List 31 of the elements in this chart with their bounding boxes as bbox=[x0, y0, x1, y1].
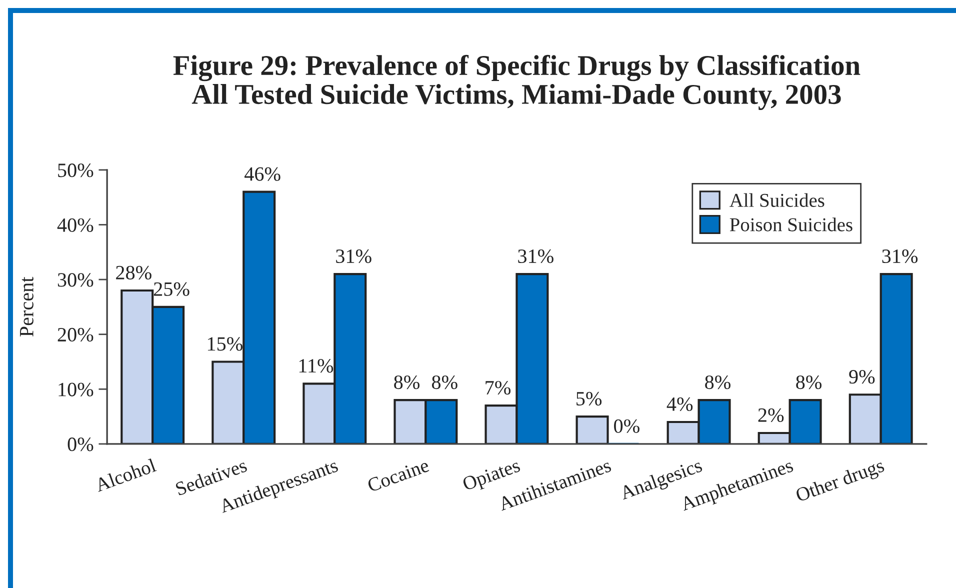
data-label: 25% bbox=[154, 282, 190, 296]
chart-title: Figure 29: Prevalence of Specific Drugs by Classification bbox=[173, 54, 860, 82]
x-tick-label: Cocaine bbox=[366, 458, 430, 492]
legend-label: Poison Suicides bbox=[730, 218, 852, 232]
data-label: 31% bbox=[336, 249, 372, 264]
legend-label: All Suicides bbox=[730, 193, 824, 207]
y-tick-label: 20% bbox=[58, 328, 94, 342]
data-label: 2% bbox=[758, 408, 784, 422]
y-axis-title: Percent bbox=[20, 276, 34, 337]
data-label: 7% bbox=[486, 380, 511, 395]
data-label: 0% bbox=[614, 419, 640, 433]
y-tick-label: 0% bbox=[68, 438, 94, 452]
data-label: 15% bbox=[208, 337, 242, 351]
data-label: 5% bbox=[576, 392, 602, 406]
y-tick-label: 40% bbox=[57, 218, 94, 232]
data-label: 4% bbox=[666, 397, 693, 412]
y-tick-label: 30% bbox=[58, 273, 94, 287]
data-label: 46% bbox=[244, 167, 280, 181]
y-tick-label: 10% bbox=[58, 382, 94, 396]
x-tick-label: Other drugs bbox=[794, 458, 886, 506]
data-label: 8% bbox=[705, 375, 730, 390]
data-label: 11% bbox=[299, 359, 334, 373]
data-label: 9% bbox=[849, 370, 875, 384]
data-label: 8% bbox=[796, 375, 822, 390]
data-label: 8% bbox=[394, 375, 420, 390]
data-label: 31% bbox=[882, 249, 918, 264]
y-tick-label: 50% bbox=[58, 164, 94, 178]
chart-subtitle: All Tested Suicide Victims, Miami-Dade County, 2003 bbox=[192, 84, 841, 110]
data-label: 31% bbox=[518, 249, 554, 264]
data-label: 8% bbox=[432, 375, 458, 390]
data-label: 28% bbox=[116, 266, 152, 280]
